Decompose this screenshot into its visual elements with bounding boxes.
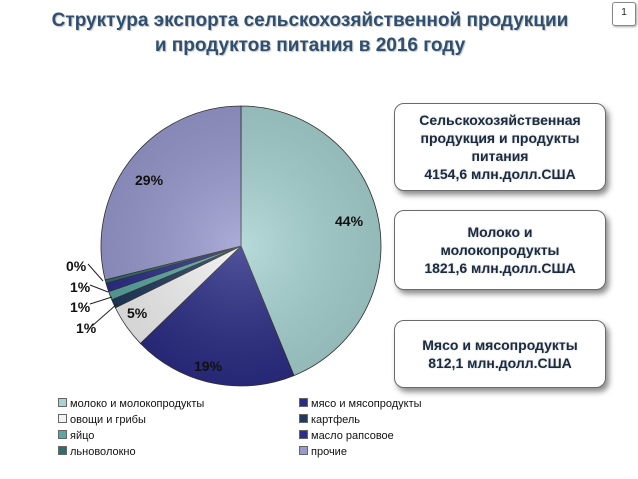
info-box-meat: Мясо и мясопродукты 812,1 млн.долл.США [394, 320, 606, 388]
legend-swatch-3 [58, 414, 67, 423]
slice-label-4: 1% [76, 320, 97, 336]
slice-label-7: 0% [66, 258, 87, 274]
legend-item-8: прочие [299, 445, 347, 460]
legend-item-3: овощи и грибы [58, 413, 146, 428]
legend-swatch-2 [299, 398, 308, 407]
info-box-total-line-4: 4154,6 млн.долл.США [424, 166, 576, 182]
legend-item-4: картфель [299, 413, 360, 428]
legend-swatch-1 [58, 398, 67, 407]
info-box-milk: Молоко и молокопродукты 1821,6 млн.долл.… [394, 210, 606, 290]
info-box-total: Сельскохозяйственная продукция и продукт… [394, 103, 606, 191]
legend-swatch-8 [299, 446, 308, 455]
legend-label-5: яйцо [70, 430, 95, 442]
legend-swatch-7 [58, 446, 67, 455]
slice-label-3: 5% [127, 305, 148, 321]
slice-label-1: 44% [335, 213, 364, 229]
leader-line-5 [89, 296, 113, 305]
legend-label-4: картфель [311, 414, 361, 426]
legend-item-2: мясо и мясопродукты [299, 397, 422, 412]
legend-label-2: мясо и мясопродукты [311, 398, 422, 410]
legend-label-1: молоко и молокопродукты [70, 398, 205, 410]
slice-label-6: 1% [70, 279, 91, 295]
info-box-milk-line-3: 1821,6 млн.долл.США [424, 260, 576, 276]
leader-line-6 [89, 284, 109, 293]
legend-item-6: масло рапсовое [299, 429, 394, 444]
leader-line-7 [87, 263, 104, 282]
slice-label-5: 1% [70, 299, 91, 315]
slice-label-2: 19% [194, 358, 223, 374]
info-box-meat-line-2: 812,1 млн.долл.США [428, 355, 572, 371]
legend-label-6: масло рапсовое [311, 430, 394, 442]
legend-label-3: овощи и грибы [70, 414, 146, 426]
legend-swatch-6 [299, 430, 308, 439]
leader-line-4 [91, 303, 118, 327]
legend-swatch-4 [299, 414, 308, 423]
legend-swatch-5 [58, 430, 67, 439]
legend-item-1: молоко и молокопродукты [58, 397, 204, 412]
legend-item-5: яйцо [58, 429, 94, 444]
page-number: 1 [612, 2, 636, 26]
info-box-meat-line-1: Мясо и мясопродукты [422, 337, 578, 353]
chart-title: Структура экспорта сельскохозяйственной … [20, 8, 600, 58]
slice-label-8: 29% [135, 172, 164, 188]
legend-label-7: льноволокно [70, 446, 136, 458]
info-box-milk-line-1: Молоко и [467, 224, 533, 240]
title-line-1: Структура экспорта сельскохозяйственной … [51, 10, 569, 31]
legend-label-8: прочие [311, 446, 347, 458]
info-box-total-line-2: продукция и продукты [420, 130, 580, 146]
legend-item-7: льноволокно [58, 445, 136, 460]
info-box-total-line-3: питания [471, 148, 529, 164]
info-box-total-line-1: Сельскохозяйственная [419, 112, 581, 128]
title-line-2: и продуктов питания в 2016 году [154, 35, 466, 56]
info-box-milk-line-2: молокопродукты [440, 242, 560, 258]
